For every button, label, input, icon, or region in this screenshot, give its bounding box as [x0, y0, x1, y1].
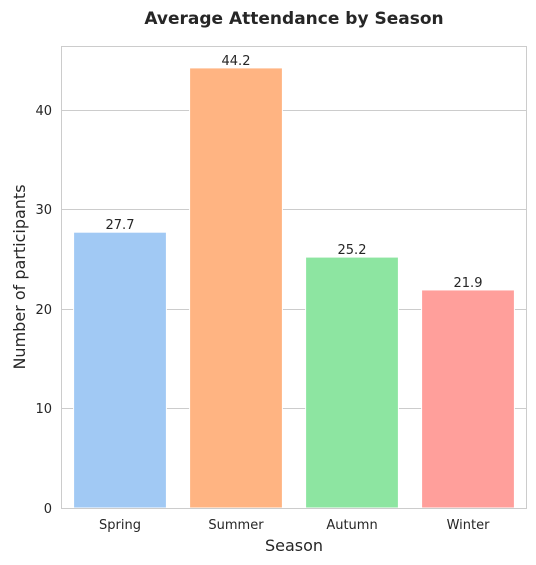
y-tick-labels: 0 10 20 30 40 — [35, 104, 52, 517]
x-tick-labels: Spring Summer Autumn Winter — [99, 518, 490, 533]
plot-frame — [61, 46, 527, 509]
x-tick-label: Summer — [208, 518, 264, 533]
bar-summer — [189, 67, 283, 509]
y-tick-label: 30 — [35, 203, 52, 218]
y-tick-label: 10 — [35, 402, 52, 417]
y-axis-label: Number of participants — [10, 184, 29, 369]
bar-autumn — [305, 256, 399, 509]
x-tick-label: Spring — [99, 518, 141, 533]
y-tick-label: 0 — [44, 502, 52, 517]
bar-value-label: 44.2 — [222, 54, 251, 69]
bar-winter — [421, 289, 515, 509]
x-axis-label: Season — [265, 536, 323, 555]
y-tick-label: 40 — [35, 104, 52, 119]
bar-value-labels: 27.7 44.2 25.2 21.9 — [106, 54, 483, 291]
y-tick-label: 20 — [35, 303, 52, 318]
bar-value-label: 21.9 — [454, 276, 483, 291]
bars — [73, 67, 515, 509]
bar-spring — [73, 231, 167, 509]
bar-value-label: 25.2 — [338, 243, 367, 258]
x-tick-label: Winter — [447, 518, 491, 533]
bar-value-label: 27.7 — [106, 218, 135, 233]
x-tick-label: Autumn — [326, 518, 377, 533]
chart-title: Average Attendance by Season — [144, 9, 443, 29]
